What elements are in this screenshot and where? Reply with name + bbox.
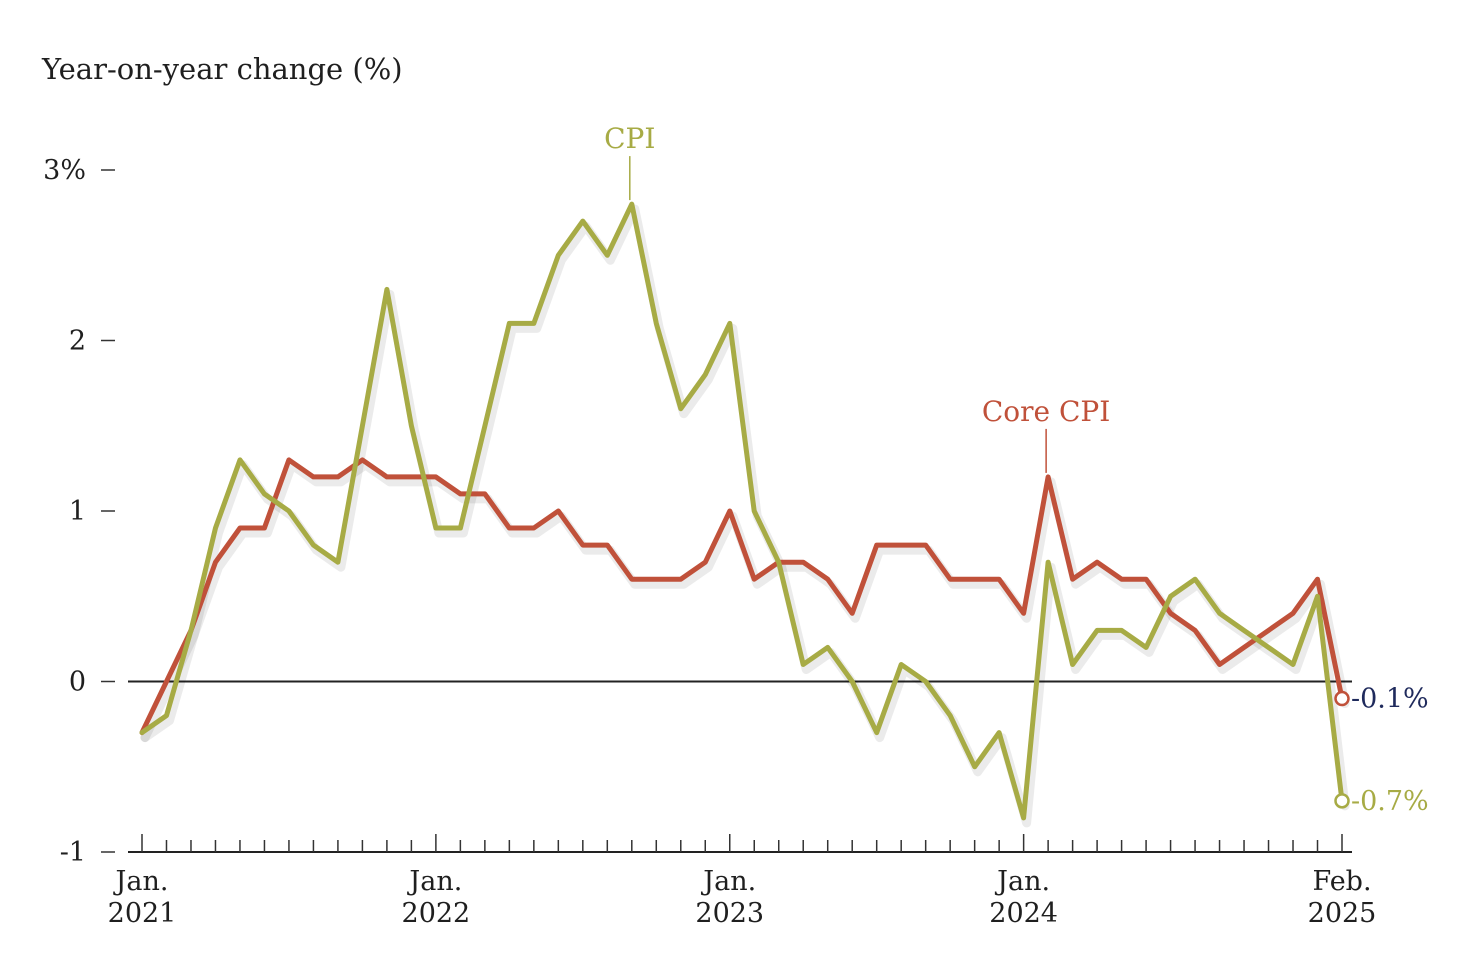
x-tick-label-year: 2023 (695, 898, 764, 929)
series-line-cpi (139, 201, 1345, 821)
series-shadows (140, 204, 1350, 828)
x-tick-label-year: 2025 (1308, 898, 1377, 929)
y-tick-label: 0 (69, 667, 86, 698)
x-tick-label-month: Jan. (994, 866, 1050, 897)
series-endpoints: -0.7% -0.1% (1334, 684, 1429, 817)
y-tick-label: 2 (69, 326, 86, 357)
x-tick-label-month: Jan. (406, 866, 462, 897)
x-tick-label-month: Jan. (113, 866, 169, 897)
x-tick-label-year: 2021 (108, 898, 177, 929)
y-tick-label: 3% (43, 155, 86, 186)
x-tick-label-year: 2022 (402, 898, 471, 929)
endpoint-marker-core-cpi (1334, 690, 1350, 707)
endpoint-marker-cpi (1334, 793, 1350, 809)
annotation-core-cpi: Core CPI (982, 395, 1110, 428)
annotation-cpi: CPI (604, 122, 655, 155)
series-lines (139, 201, 1345, 821)
x-tick-label-month: Feb. (1312, 866, 1371, 897)
y-axis: 3% 2 1 0 -1 (43, 155, 1352, 868)
y-tick-label: 1 (69, 496, 86, 527)
x-tick-label-month: Jan. (700, 866, 756, 897)
x-tick-label-year: 2024 (989, 898, 1058, 929)
series-annotations: CPI Core CPI (604, 122, 1110, 473)
series-line-core-cpi (139, 457, 1345, 736)
y-axis-title: Year-on-year change (%) (41, 52, 403, 86)
series-shadow-cpi (140, 204, 1350, 828)
y-tick-label: -1 (60, 837, 86, 868)
endpoint-label-core-cpi: -0.1% (1351, 684, 1429, 715)
endpoint-label-cpi: -0.7% (1351, 786, 1429, 817)
